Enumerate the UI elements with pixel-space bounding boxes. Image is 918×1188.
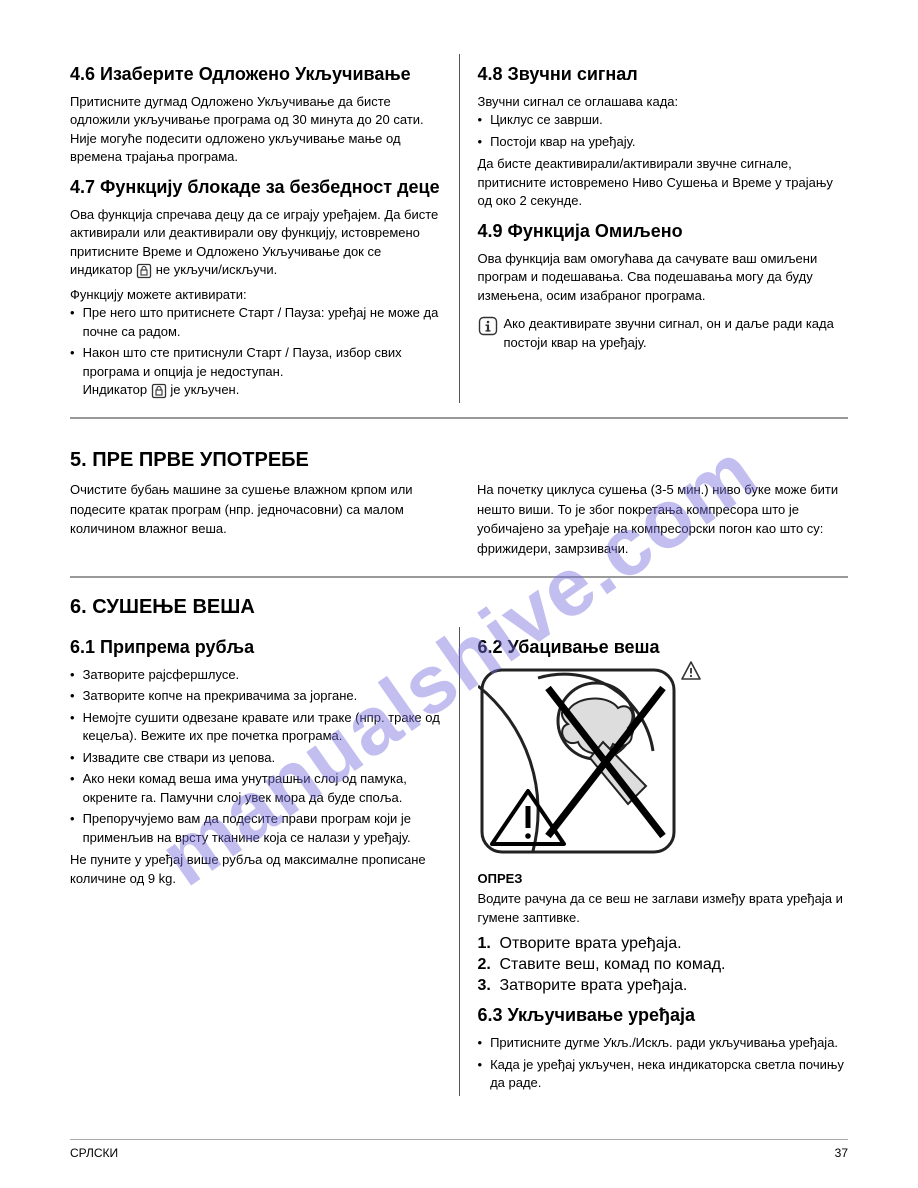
child-lock-list: Пре него што притиснете Старт / Пауза: у… (70, 304, 441, 400)
list-item: Након што сте притиснули Старт / Пауза, … (70, 344, 441, 400)
body-child-lock-2: Функцију можете активирати: (70, 286, 441, 304)
turn-on-list: Притисните дугме Укљ./Искљ. ради укључив… (478, 1034, 849, 1092)
buzzer-toggle: Да бисте деактивирали/активирали звучне … (478, 155, 849, 210)
prep-list: Затворите рајсфершлусе. Затворите копче … (70, 666, 441, 847)
caution-icon (680, 660, 702, 682)
heading-myfav: 4.9 Функција Омиљено (478, 221, 849, 242)
section-divider (70, 576, 848, 578)
footer-left: СРЛСКИ (70, 1146, 118, 1160)
middle-line1: Очистите бубањ машине за сушење влажном … (70, 480, 441, 539)
heading-delay-start: 4.6 Изаберите Одложено Укључивање (70, 64, 441, 85)
section-before-first-use: 5. ПРЕ ПРВЕ УПОТРЕБЕ Очистите бубањ маши… (70, 425, 848, 562)
list-item: Затворите рајсфершлусе. (70, 666, 441, 684)
prep-last: Не пуните у уређај више рубља од максима… (70, 851, 441, 888)
figure-laundry-warning (478, 666, 678, 856)
step-item: 2.Ставите веш, комад по комад. (478, 956, 849, 974)
body-delay-start: Притисните дугмад Одложено Укључивање да… (70, 93, 441, 167)
child-lock-icon (136, 262, 152, 280)
section-options: 4.6 Изаберите Одложено Укључивање Притис… (70, 54, 848, 403)
middle-line2: На почетку циклуса сушења (3-5 мин.) нив… (477, 480, 848, 558)
heading-buzzer: 4.8 Звучни сигнал (478, 64, 849, 85)
col-right-2: 6.2 Убацивање веша (460, 627, 849, 1096)
info-icon (478, 316, 498, 336)
heading-prep: 6.1 Припрема рубља (70, 637, 441, 658)
list-item: Немојте сушити одвезане кравате или трак… (70, 709, 441, 746)
caution-label: ОПРЕЗ (478, 870, 849, 888)
heading-load: 6.2 Убацивање веша (478, 637, 849, 658)
heading-child-lock: 4.7 Функцију блокаде за безбедност деце (70, 177, 441, 198)
step-item: 1.Отворите врата уређаја. (478, 935, 849, 953)
col-left: 4.6 Изаберите Одложено Укључивање Притис… (70, 54, 459, 403)
heading-drying: 6. СУШЕЊЕ ВЕША (70, 596, 848, 619)
child-lock-icon (151, 382, 167, 400)
buzzer-intro: Звучни сигнал се оглашава када: (478, 93, 849, 111)
note-text: Ако деактивирате звучни сигнал, он и даљ… (504, 315, 849, 352)
list-item: Када је уређај укључен, нека индикаторск… (478, 1056, 849, 1093)
body-child-lock-1: Ова функција спречава децу да се играју … (70, 206, 441, 280)
col-right: 4.8 Звучни сигнал Звучни сигнал се оглаш… (460, 54, 849, 403)
caution-text: Водите рачуна да се веш не заглави измеђ… (478, 890, 849, 927)
list-item: Извадите све ствари из џепова. (70, 749, 441, 767)
section-divider (70, 417, 848, 419)
step-item: 3.Затворите врата уређаја. (478, 977, 849, 995)
col-left-2: 6.1 Припрема рубља Затворите рајсфершлус… (70, 627, 459, 1096)
list-item: Ако неки комад веша има унутрашњи слој о… (70, 770, 441, 807)
body-myfav: Ова функција вам омогућава да сачувате в… (478, 250, 849, 305)
list-item: Затворите копче на прекривачима за јорга… (70, 687, 441, 705)
list-item: Пре него што притиснете Старт / Пауза: у… (70, 304, 441, 341)
buzzer-list: Циклус се заврши. Постоји квар на уређај… (478, 111, 849, 151)
heading-turn-on: 6.3 Укључивање уређаја (478, 1005, 849, 1026)
section-drying: 6. СУШЕЊЕ ВЕША 6.1 Припрема рубља Затвор… (70, 596, 848, 1096)
list-item: Циклус се заврши. (478, 111, 849, 129)
list-item: Постоји квар на уређају. (478, 133, 849, 151)
note-block: Ако деактивирате звучни сигнал, он и даљ… (478, 315, 849, 352)
footer-page-number: 37 (835, 1146, 848, 1160)
heading-before-first-use: 5. ПРЕ ПРВЕ УПОТРЕБЕ (70, 449, 848, 472)
page-footer: СРЛСКИ 37 (70, 1139, 848, 1160)
list-item: Препоручујемо вам да подесите прави прог… (70, 810, 441, 847)
list-item: Притисните дугме Укљ./Искљ. ради укључив… (478, 1034, 849, 1052)
